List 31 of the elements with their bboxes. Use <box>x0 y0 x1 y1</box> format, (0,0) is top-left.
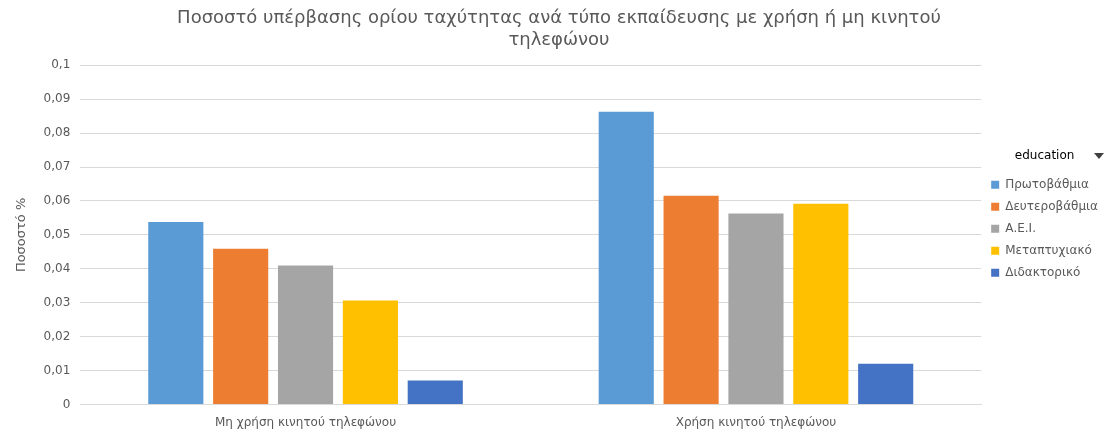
bar <box>598 111 654 405</box>
x-tick-label: Μη χρήση κινητού τηλεφώνου <box>214 414 397 429</box>
legend-label: Διδακτορικό <box>1005 264 1081 279</box>
bar <box>277 265 334 405</box>
chart-title: Ποσοστό υπέρβασης ορίου ταχύτητας ανά τύπο εκπαίδευσης με χρήση ή μη κινητού τηλεφώνου <box>177 6 941 50</box>
bar <box>858 363 914 405</box>
y-axis-title: Ποσοστό % <box>13 197 29 273</box>
y-tick-label: 0,05 <box>43 227 71 242</box>
legend-label: Δευτεροβάθμια <box>1005 198 1099 213</box>
legend-title: education <box>1014 148 1075 163</box>
bar <box>663 195 719 405</box>
y-tick-label: 0,04 <box>43 260 71 275</box>
bar <box>728 213 784 405</box>
legend-label: Α.Ε.Ι. <box>1005 220 1036 235</box>
bar <box>213 248 269 405</box>
y-tick-label: 0,02 <box>43 328 71 343</box>
y-tick-label: 0,1 <box>51 57 71 72</box>
y-tick-label: 0,06 <box>43 193 71 208</box>
bar <box>342 300 398 405</box>
x-tick-label: Χρήση κινητού τηλεφώνου <box>675 414 837 429</box>
bar <box>793 203 849 405</box>
y-tick-label: 0,09 <box>43 91 71 106</box>
legend-label: Μεταπτυχιακό <box>1005 242 1092 257</box>
y-tick-label: 0 <box>62 396 71 411</box>
y-tick-label: 0,08 <box>43 125 71 140</box>
bar <box>407 380 463 405</box>
bar <box>148 222 204 405</box>
y-tick-label: 0,07 <box>43 159 71 174</box>
y-tick-label: 0,03 <box>43 294 71 309</box>
legend-label: Πρωτοβάθμια <box>1005 176 1090 191</box>
y-tick-label: 0,01 <box>43 362 71 377</box>
